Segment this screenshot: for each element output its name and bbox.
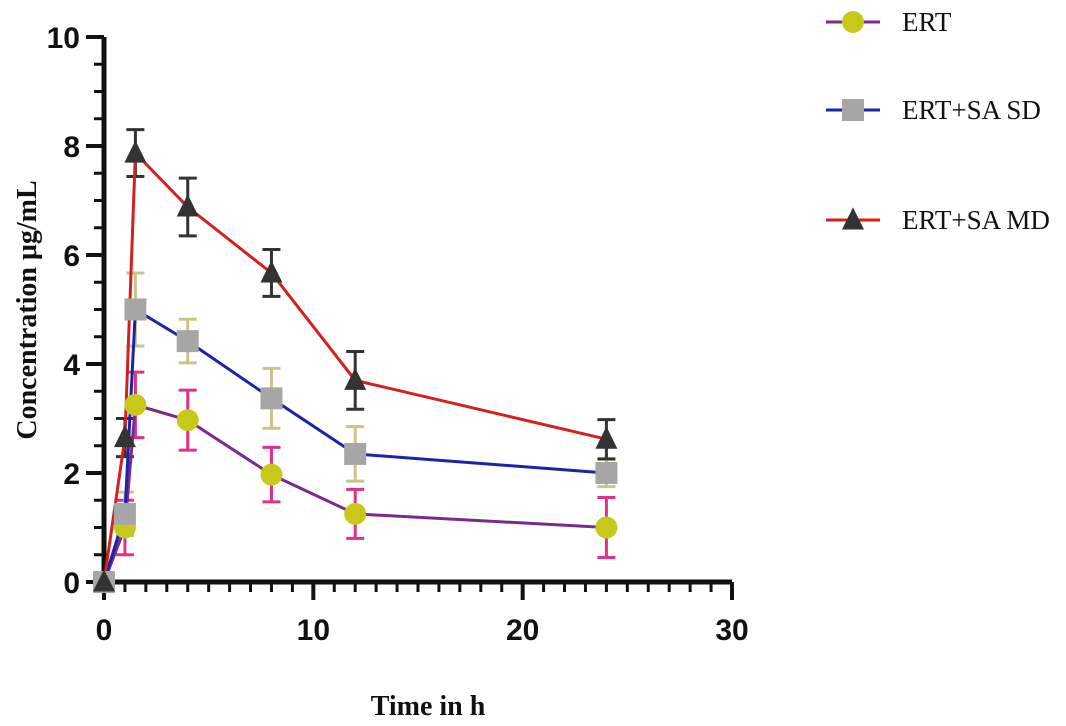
point-ert — [595, 516, 618, 539]
point-ert — [260, 463, 283, 486]
legend-label-ert: ERT — [902, 7, 952, 37]
y-tick-label: 10 — [47, 22, 80, 55]
x-tick-label: 20 — [506, 614, 539, 647]
point-ert-sa-md — [93, 569, 115, 592]
legend-marker-ert — [842, 11, 864, 33]
legend-marker-ert-sa-sd — [842, 99, 864, 121]
point-ert-sa-md — [176, 194, 199, 217]
point-ert-sa-sd — [124, 298, 147, 321]
legend-marker-ert-sa-md — [842, 207, 864, 230]
point-ert — [344, 502, 367, 525]
y-tick-label: 2 — [63, 458, 80, 491]
x-tick-label: 10 — [297, 614, 330, 647]
point-ert-sa-sd — [113, 502, 136, 525]
legend-label-ert-sa-md: ERT+SA MD — [902, 205, 1050, 235]
point-ert-sa-md — [260, 260, 283, 283]
legend: ERT ERT+SA SD ERT+SA MD — [826, 7, 1050, 235]
data-markers — [93, 140, 618, 593]
point-ert — [124, 393, 147, 416]
point-ert-sa-sd — [595, 462, 618, 484]
point-ert-sa-md — [124, 140, 147, 163]
point-ert-sa-sd — [176, 330, 199, 353]
point-ert-sa-sd — [260, 387, 283, 410]
point-ert-sa-md — [344, 367, 367, 390]
point-ert-sa-sd — [344, 442, 367, 465]
y-tick-label: 4 — [63, 349, 80, 382]
x-axis-title: Time in h — [371, 691, 486, 722]
x-tick-label: 30 — [715, 614, 748, 647]
y-tick-label: 8 — [63, 131, 80, 164]
y-axis-title: Concentration μg/mL — [12, 180, 43, 439]
point-ert — [176, 409, 199, 432]
legend-label-ert-sa-sd: ERT+SA SD — [902, 95, 1041, 125]
point-ert-sa-md — [595, 426, 618, 449]
y-tick-label: 0 — [63, 567, 80, 600]
x-tick-label: 0 — [96, 614, 113, 647]
point-ert-sa-md — [113, 424, 136, 448]
y-tick-label: 6 — [63, 240, 80, 273]
axes: 0 10 20 30 0 2 4 6 8 10 — [47, 22, 749, 647]
